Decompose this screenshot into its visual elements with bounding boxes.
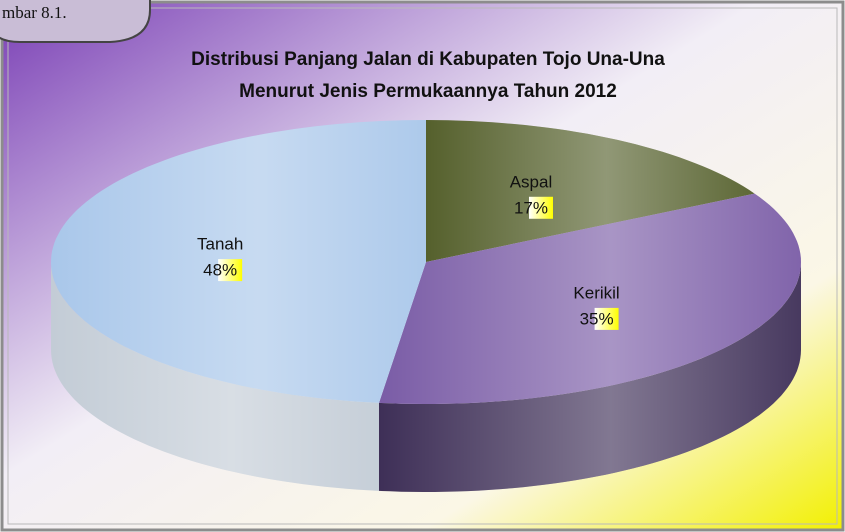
label-highlight (528, 196, 553, 219)
chart-frame (7, 7, 838, 525)
label-highlight (594, 307, 619, 330)
label-highlight (218, 259, 243, 282)
slice-label: Kerikil (573, 283, 619, 302)
slice-label: Tanah (197, 235, 243, 254)
figure-label: mbar 8.1. (2, 3, 67, 22)
chart-title: Distribusi Panjang Jalan di Kabupaten To… (191, 49, 665, 70)
pie: Aspal 17% Kerikil 35% Tanah 48% (51, 120, 801, 492)
side-shine (51, 262, 379, 491)
slice-value-label: 17% (514, 198, 548, 217)
figure-tab (0, 0, 151, 43)
chart-title: Menurut Jenis Permukaannya Tahun 2012 (239, 81, 617, 102)
slice-label: Aspal (510, 172, 553, 191)
slice-shine (426, 120, 755, 262)
slice-value-label: 48% (203, 261, 237, 280)
slice-value-label: 35% (580, 309, 614, 328)
side-shine (379, 262, 801, 492)
slice-shine (379, 193, 801, 404)
